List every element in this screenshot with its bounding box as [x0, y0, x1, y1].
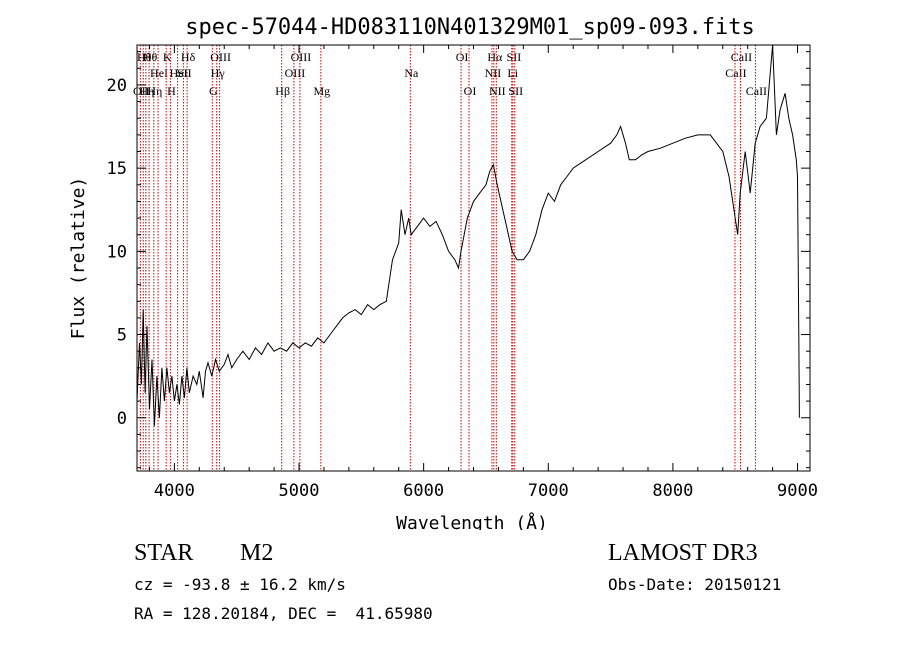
line-marker-label: Hθ: [143, 50, 158, 64]
axis-ticks: 4000 5000 6000 7000 8000 9000 0 5 10 15 20: [107, 45, 818, 501]
line-marker-label: OI: [456, 50, 469, 64]
line-marker-label: Mg: [313, 84, 330, 98]
y-axis-label: Flux (relative): [68, 177, 89, 340]
y-tick-label: 20: [107, 76, 127, 96]
x-tick-label: 9000: [777, 481, 818, 501]
line-marker-label: NII: [489, 84, 506, 98]
line-marker-label: Hδ: [181, 50, 196, 64]
line-marker-label: Hα: [487, 50, 503, 64]
line-marker-label: Hβ: [275, 84, 290, 98]
line-marker-label: CaII: [746, 84, 767, 98]
line-marker-label: Hη: [139, 84, 154, 98]
line-marker-label: K: [163, 50, 172, 64]
line-marker-label: OI: [464, 84, 477, 98]
line-marker-label: H: [167, 84, 176, 98]
spectrum-series-line: [136, 44, 800, 427]
x-tick-label: 8000: [652, 481, 693, 501]
coordinates-readout: RA = 128.20184, DEC = 41.65980: [134, 604, 433, 623]
x-tick-label: 5000: [279, 481, 320, 501]
line-marker-label: Hθ: [137, 50, 152, 64]
line-marker-label: CaII: [731, 50, 752, 64]
y-tick-label: 15: [107, 159, 127, 179]
line-marker-label: NII: [485, 66, 502, 80]
line-marker-label: OIII: [285, 66, 306, 80]
x-tick-label: 4000: [154, 481, 195, 501]
line-marker-label: Hγ: [211, 66, 226, 80]
emission-line-markers: OIIHθHηHθHηHeIKHHeISIIHδGHγOIIIHβOIIIOII…: [133, 45, 767, 471]
y-tick-label: 10: [107, 242, 127, 262]
y-tick-label: 0: [117, 409, 127, 429]
line-marker-label: Hη: [147, 84, 162, 98]
line-marker-label: G: [209, 84, 218, 98]
plot-frame: [136, 44, 811, 472]
line-marker-label: OIII: [291, 50, 312, 64]
spectrum-chart: spec-57044-HD083110N401329M01_sp09-093.f…: [68, 15, 818, 530]
survey-name: LAMOST DR3: [608, 540, 758, 566]
chart-title: spec-57044-HD083110N401329M01_sp09-093.f…: [185, 15, 755, 40]
x-tick-label: 7000: [528, 481, 569, 501]
x-axis-label: Wavelength (Å): [396, 512, 548, 530]
y-tick-label: 5: [117, 326, 127, 346]
x-tick-label: 6000: [403, 481, 444, 501]
line-marker-label: HeI: [150, 66, 168, 80]
line-marker-label: SII: [508, 84, 523, 98]
line-marker-label: OIII: [210, 50, 231, 64]
redshift-readout: cz = -93.8 ± 16.2 km/s: [134, 575, 346, 594]
observation-date: Obs-Date: 20150121: [608, 575, 782, 594]
object-class: STAR: [134, 540, 194, 566]
line-marker-label: Na: [404, 66, 419, 80]
object-subclass: M2: [240, 540, 274, 566]
line-marker-label: CaII: [725, 66, 746, 80]
line-marker-label: SII: [507, 50, 522, 64]
line-marker-label: SII: [177, 66, 192, 80]
